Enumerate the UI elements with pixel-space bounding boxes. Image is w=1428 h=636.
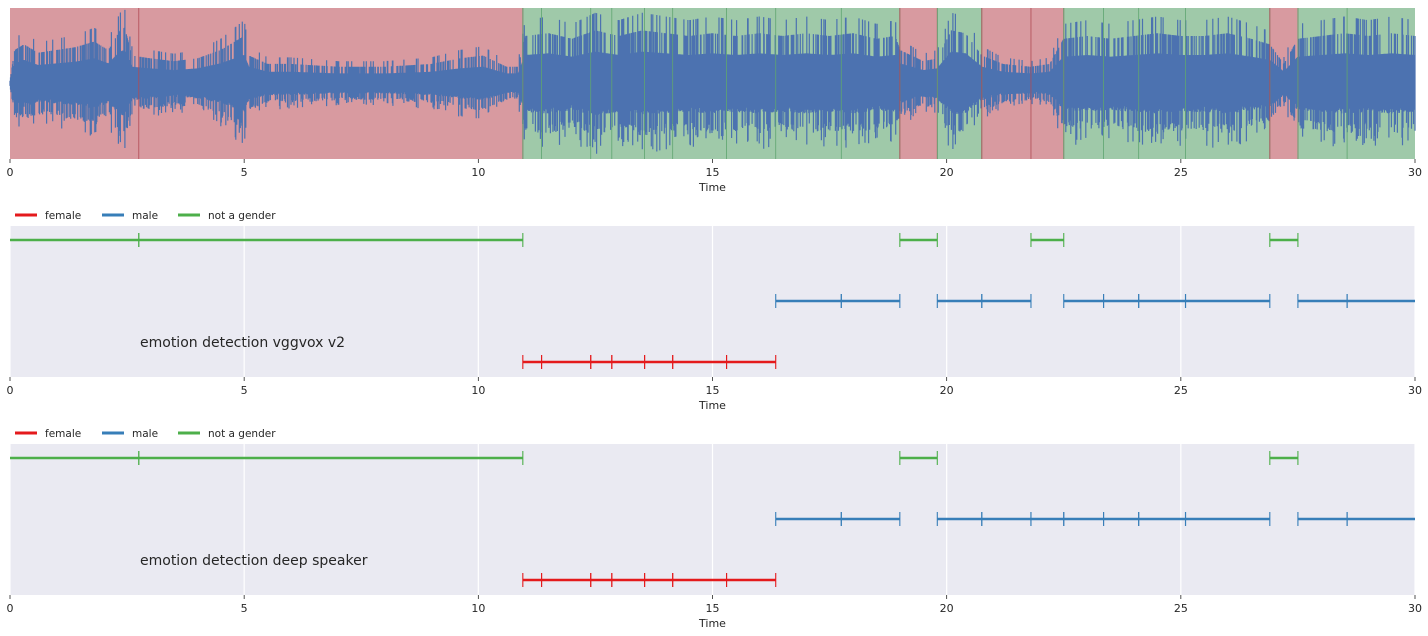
waveform xyxy=(9,9,1416,154)
x-tick-label: 30 xyxy=(1408,166,1422,179)
legend-label: not a gender xyxy=(208,210,276,222)
chart-panel-2: emotion detection deep speaker female male… xyxy=(7,428,1423,630)
x-tick-label: 30 xyxy=(1408,384,1422,397)
x-tick-label: 10 xyxy=(471,166,485,179)
chart-annotation: emotion detection vggvox v2 xyxy=(140,335,345,351)
chart-panel-1: emotion detection vggvox v2 female male not… xyxy=(7,210,1423,412)
x-tick-label: 0 xyxy=(7,166,14,179)
x-axis-title: Time xyxy=(698,181,726,194)
x-tick-label: 10 xyxy=(471,384,485,397)
x-tick-label: 10 xyxy=(471,602,485,615)
x-tick-label: 25 xyxy=(1174,384,1188,397)
chart-annotation: emotion detection deep speaker xyxy=(140,553,368,569)
x-tick-label: 5 xyxy=(241,384,248,397)
x-axis-title: Time xyxy=(698,399,726,412)
legend-label: male xyxy=(132,428,158,440)
x-tick-label: 5 xyxy=(241,166,248,179)
x-tick-label: 0 xyxy=(7,602,14,615)
legend-label: female xyxy=(45,210,81,222)
x-tick-label: 25 xyxy=(1174,166,1188,179)
x-tick-label: 15 xyxy=(706,166,720,179)
x-tick-label: 25 xyxy=(1174,602,1188,615)
x-tick-label: 15 xyxy=(706,384,720,397)
x-tick-label: 0 xyxy=(7,384,14,397)
x-tick-label: 30 xyxy=(1408,602,1422,615)
x-axis-title: Time xyxy=(698,617,726,630)
legend-label: female xyxy=(45,428,81,440)
x-tick-label: 5 xyxy=(241,602,248,615)
x-tick-label: 20 xyxy=(940,602,954,615)
x-tick-label: 20 xyxy=(940,384,954,397)
x-tick-label: 15 xyxy=(706,602,720,615)
chart-panel-0: 0 5 10 15 20 25 30 Time xyxy=(7,8,1422,194)
legend-label: not a gender xyxy=(208,428,276,440)
legend-label: male xyxy=(132,210,158,222)
x-tick-label: 20 xyxy=(940,166,954,179)
